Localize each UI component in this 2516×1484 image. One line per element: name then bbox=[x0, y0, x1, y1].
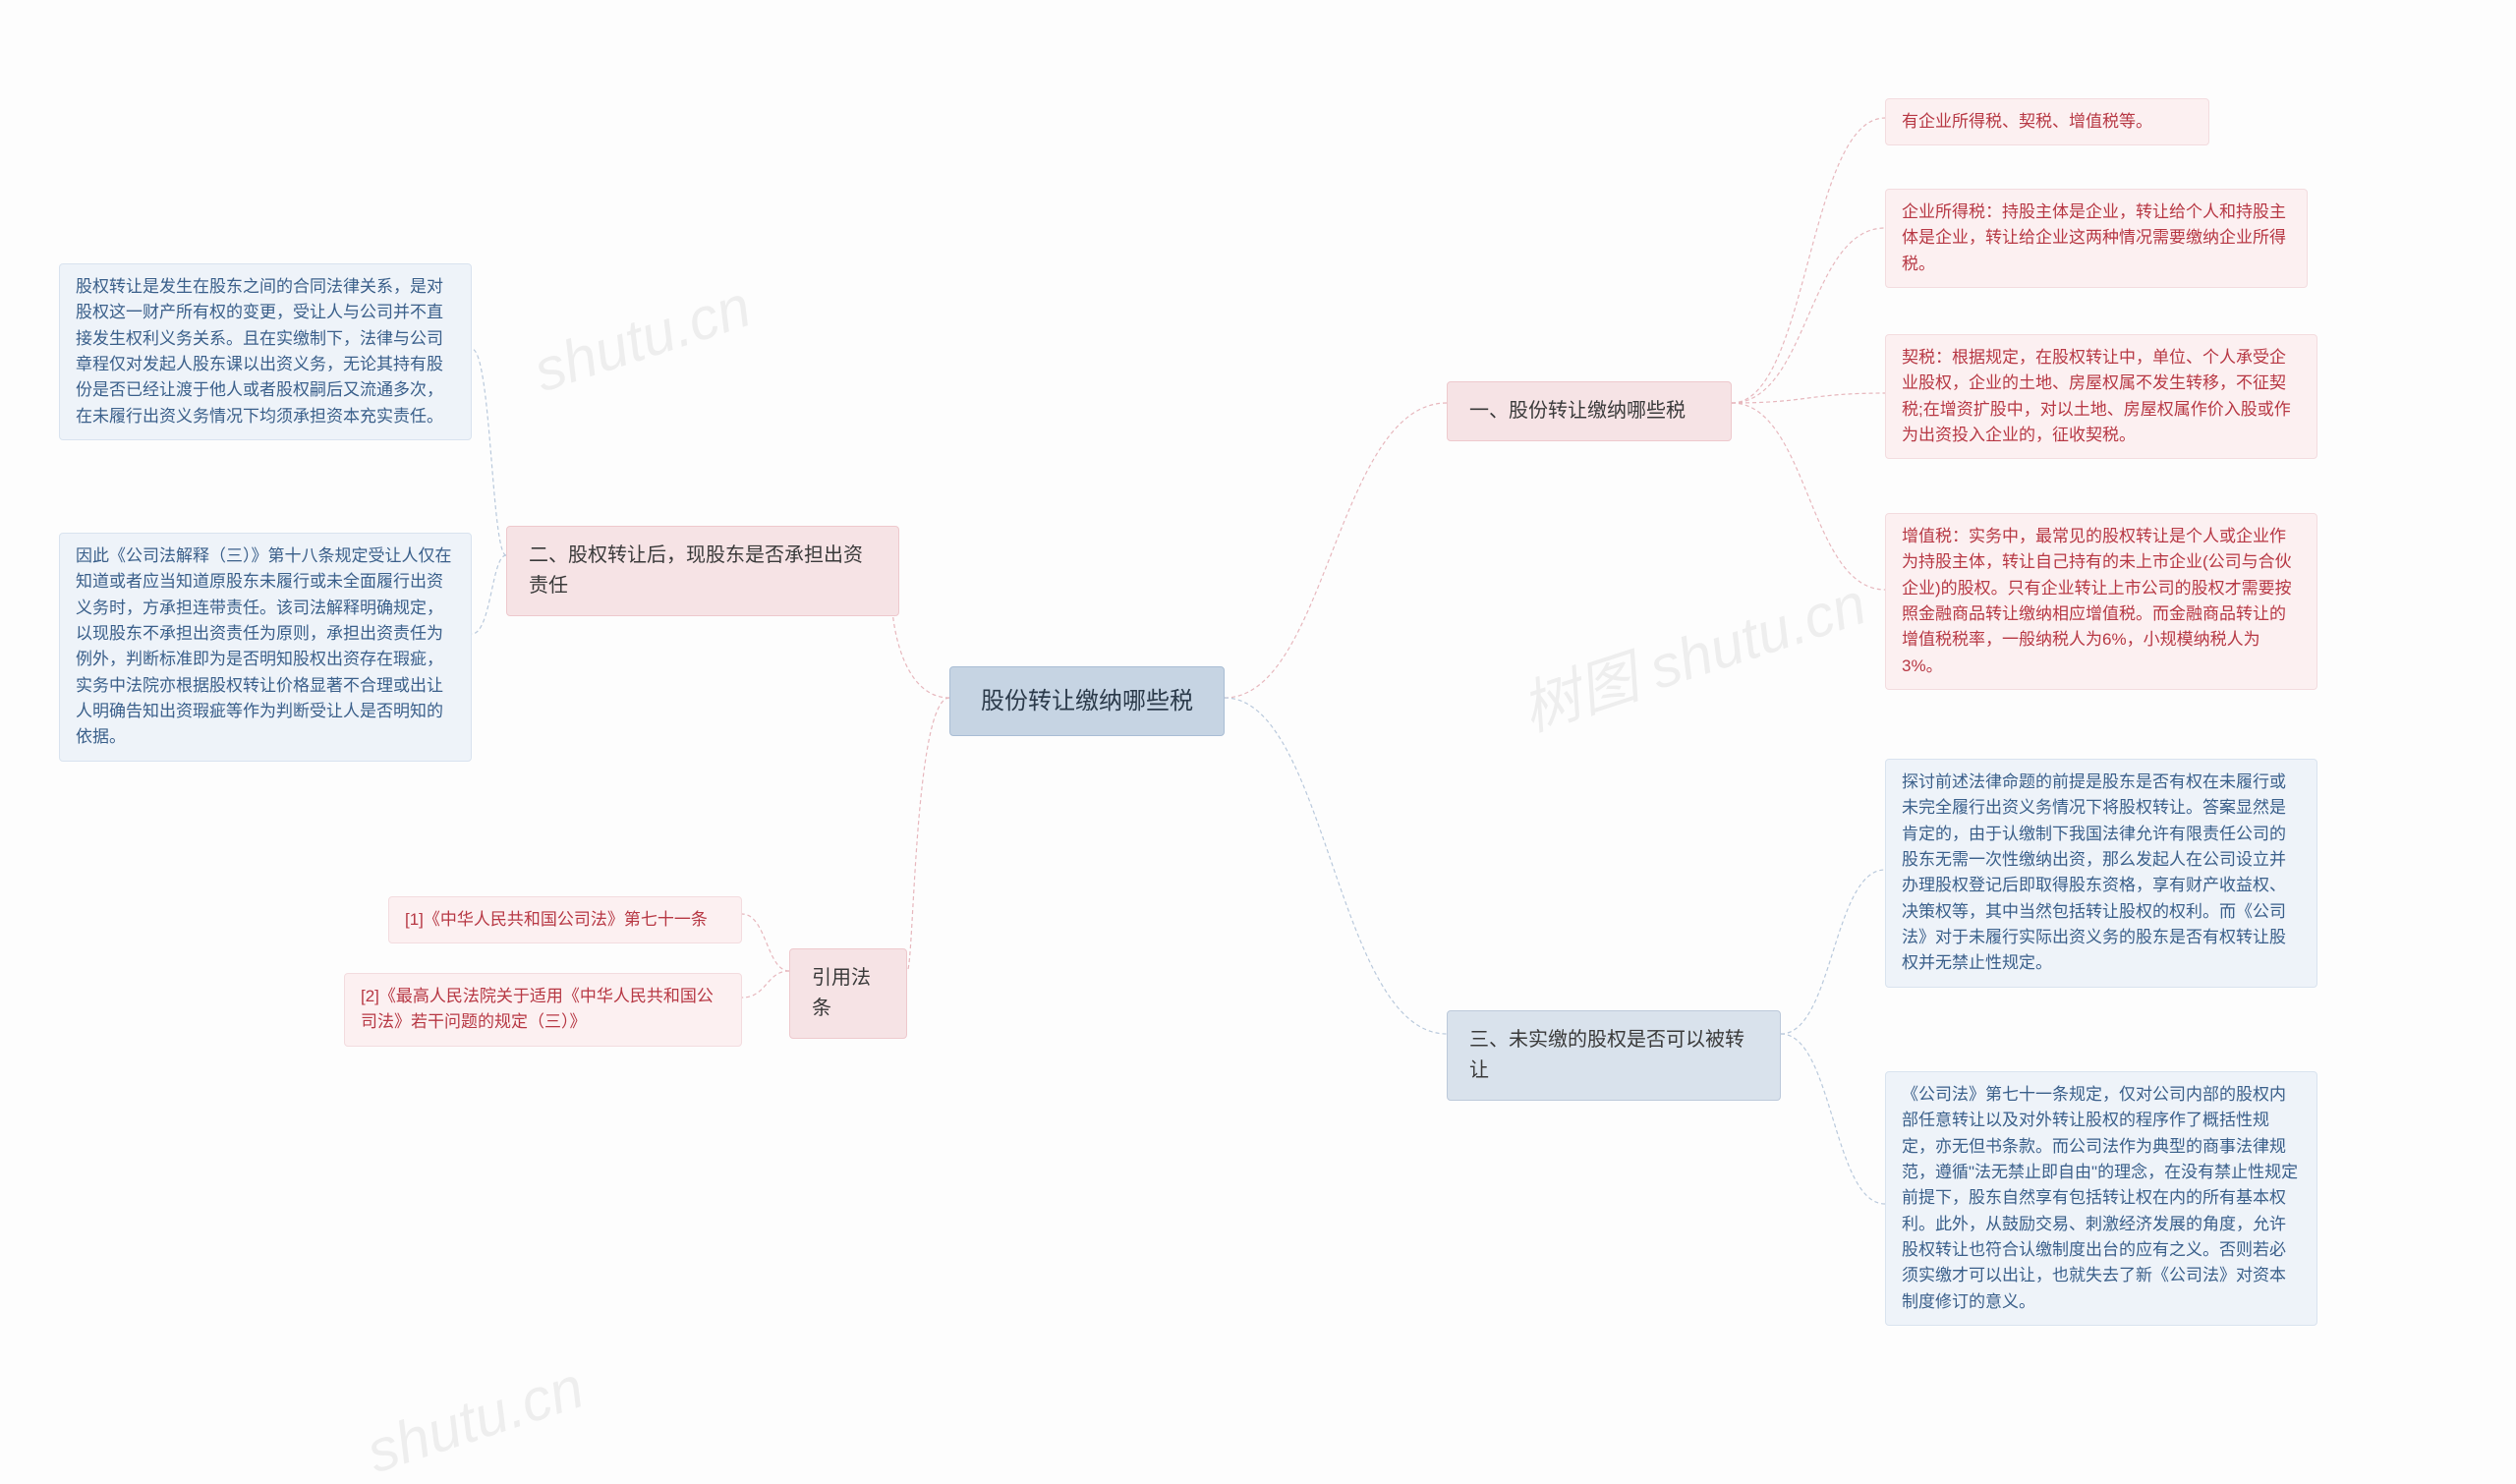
leaf-vat: 增值税：实务中，最常见的股权转让是个人或企业作为持股主体，转让自己持有的未上市企… bbox=[1885, 513, 2317, 690]
branch-citations: 引用法条 bbox=[789, 948, 907, 1039]
leaf-corporate-income-tax: 企业所得税：持股主体是企业，转让给个人和持股主体是企业，转让给企业这两种情况需要… bbox=[1885, 189, 2308, 288]
branch-liability: 二、股权转让后，现股东是否承担出资责任 bbox=[506, 526, 899, 616]
branch-taxes: 一、股份转让缴纳哪些税 bbox=[1447, 381, 1732, 441]
watermark: 树图 shutu.cn bbox=[1509, 556, 1875, 748]
leaf-unpaid-1: 探讨前述法律命题的前提是股东是否有权在未履行或未完全履行出资义务情况下将股权转让… bbox=[1885, 759, 2317, 988]
leaf-tax-summary: 有企业所得税、契税、增值税等。 bbox=[1885, 98, 2209, 145]
leaf-deed-tax: 契税：根据规定，在股权转让中，单位、个人承受企业股权，企业的土地、房屋权属不发生… bbox=[1885, 334, 2317, 459]
leaf-citation-1: [1]《中华人民共和国公司法》第七十一条 bbox=[388, 896, 742, 943]
branch-unpaid-transfer: 三、未实缴的股权是否可以被转让 bbox=[1447, 1010, 1781, 1101]
leaf-liability-2: 因此《公司法解释（三）》第十八条规定受让人仅在知道或者应当知道原股东未履行或未全… bbox=[59, 533, 472, 762]
leaf-liability-1: 股权转让是发生在股东之间的合同法律关系，是对股权这一财产所有权的变更，受让人与公… bbox=[59, 263, 472, 440]
leaf-citation-2: [2]《最高人民法院关于适用《中华人民共和国公司法》若干问题的规定（三）》 bbox=[344, 973, 742, 1047]
root-node: 股份转让缴纳哪些税 bbox=[949, 666, 1225, 736]
watermark: shutu.cn bbox=[526, 272, 759, 406]
leaf-unpaid-2: 《公司法》第七十一条规定，仅对公司内部的股权内部任意转让以及对外转让股权的程序作… bbox=[1885, 1071, 2317, 1326]
watermark: shutu.cn bbox=[359, 1353, 592, 1484]
